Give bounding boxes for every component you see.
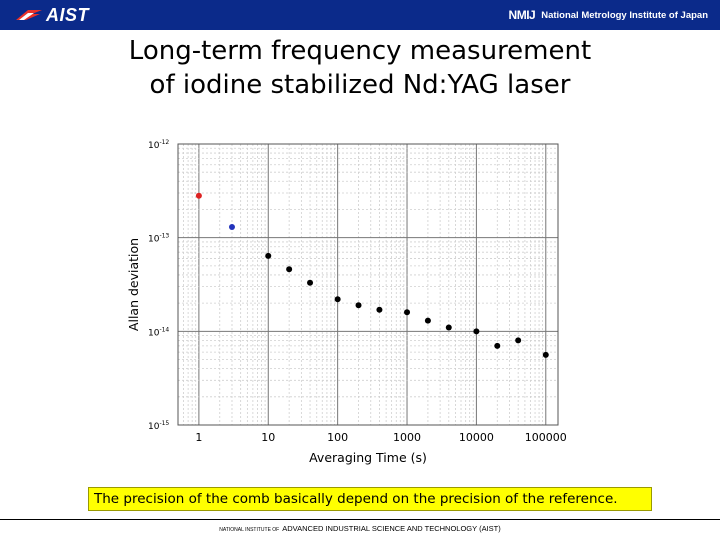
data-point (445, 324, 452, 331)
aist-logo-icon (16, 10, 42, 20)
x-tick-label: 10000 (459, 431, 494, 444)
data-point (424, 317, 431, 324)
slide-title-line-2: of iodine stabilized Nd:YAG laser (149, 70, 571, 100)
slide-title-line-1: Long-term frequency measurement (128, 36, 592, 66)
footer-text: ADVANCED INDUSTRIAL SCIENCE AND TECHNOLO… (282, 524, 501, 533)
plot-frame (177, 143, 559, 426)
footer-prefix: NATIONAL INSTITUTE OF (219, 527, 280, 533)
plot-area (178, 144, 558, 425)
footer: NATIONAL INSTITUTE OF ADVANCED INDUSTRIAL… (0, 524, 720, 533)
caption-box: The precision of the comb basically depe… (88, 487, 652, 511)
nmij-org-name: National Metrology Institute of Japan (541, 9, 708, 21)
nmij-logo-mark: NMIJ (508, 8, 536, 22)
x-tick-label: 1000 (393, 431, 421, 444)
y-tick-label: 10-13 (148, 233, 169, 245)
y-tick-label: 10-14 (148, 326, 169, 338)
data-point (286, 266, 293, 273)
x-tick-label: 100 (327, 431, 348, 444)
aist-logo: AIST (14, 4, 89, 26)
x-tick-label: 10 (261, 431, 275, 444)
y-tick-label: 10-12 (148, 139, 169, 151)
data-point (355, 302, 362, 309)
data-point (542, 351, 549, 358)
aist-logo-text: AIST (46, 4, 90, 25)
data-point (228, 223, 235, 230)
data-point (195, 192, 202, 199)
data-point (404, 309, 411, 316)
data-point (376, 306, 383, 313)
footer-divider (0, 519, 720, 520)
slide-title: Long-term frequency measurement of iodin… (0, 34, 720, 102)
nmij-logo: NMIJ National Metrology Institute of Jap… (509, 6, 708, 24)
header-bar: AIST NMIJ National Metrology Institute o… (0, 0, 720, 30)
x-axis-label: Averaging Time (s) (309, 450, 427, 465)
y-axis-label: Allan deviation (126, 238, 141, 331)
y-tick-label: 10-15 (148, 420, 169, 432)
data-point (265, 252, 272, 259)
data-point (334, 296, 341, 303)
data-point (515, 337, 522, 344)
data-point (307, 279, 314, 286)
data-point (494, 342, 501, 349)
x-tick-label: 100000 (525, 431, 567, 444)
data-point (473, 328, 480, 335)
x-tick-label: 1 (195, 431, 202, 444)
